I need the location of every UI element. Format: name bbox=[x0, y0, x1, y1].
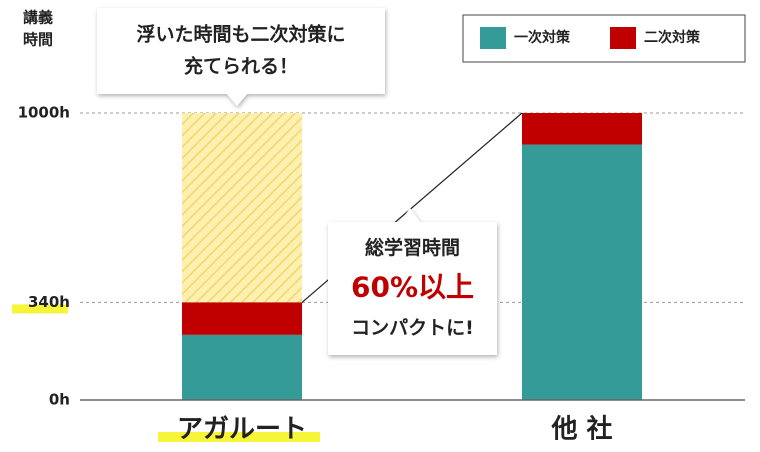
y-axis-label: 時間 bbox=[23, 31, 53, 49]
y-tick-label: 0h bbox=[49, 391, 70, 409]
tick-highlight bbox=[12, 304, 68, 314]
callout-box bbox=[328, 222, 497, 355]
callout-box bbox=[97, 8, 385, 94]
y-tick-label: 340h bbox=[28, 293, 70, 311]
legend-label: 一次対策 bbox=[514, 29, 571, 46]
y-axis-label: 講義 bbox=[23, 9, 53, 27]
callout-pointer bbox=[227, 94, 247, 106]
y-tick-label: 1000h bbox=[18, 104, 70, 122]
callout-text: コンパクトに! bbox=[351, 317, 474, 339]
callout-text: 60%以上 bbox=[351, 271, 474, 304]
legend-swatch bbox=[480, 27, 506, 49]
bar-segment bbox=[182, 302, 302, 335]
bar-segment bbox=[182, 334, 302, 400]
callout bbox=[97, 8, 385, 106]
x-tick-label: 他 社 bbox=[550, 414, 612, 445]
category-highlight bbox=[158, 432, 320, 442]
bar-segment bbox=[522, 144, 642, 400]
x-tick-label: アガルート bbox=[177, 415, 307, 445]
callout-text: 浮いた時間も二次対策に bbox=[136, 23, 345, 46]
legend-label: 二次対策 bbox=[644, 29, 701, 46]
callout bbox=[328, 208, 497, 355]
callout-pointer bbox=[400, 208, 420, 222]
bar-segment bbox=[522, 113, 642, 145]
saved-time-area bbox=[182, 113, 302, 303]
legend-box bbox=[462, 14, 746, 63]
callout-text: 充てられる！ bbox=[184, 55, 298, 78]
legend-swatch bbox=[610, 27, 636, 49]
callout-text: 総学習時間 bbox=[365, 236, 460, 259]
